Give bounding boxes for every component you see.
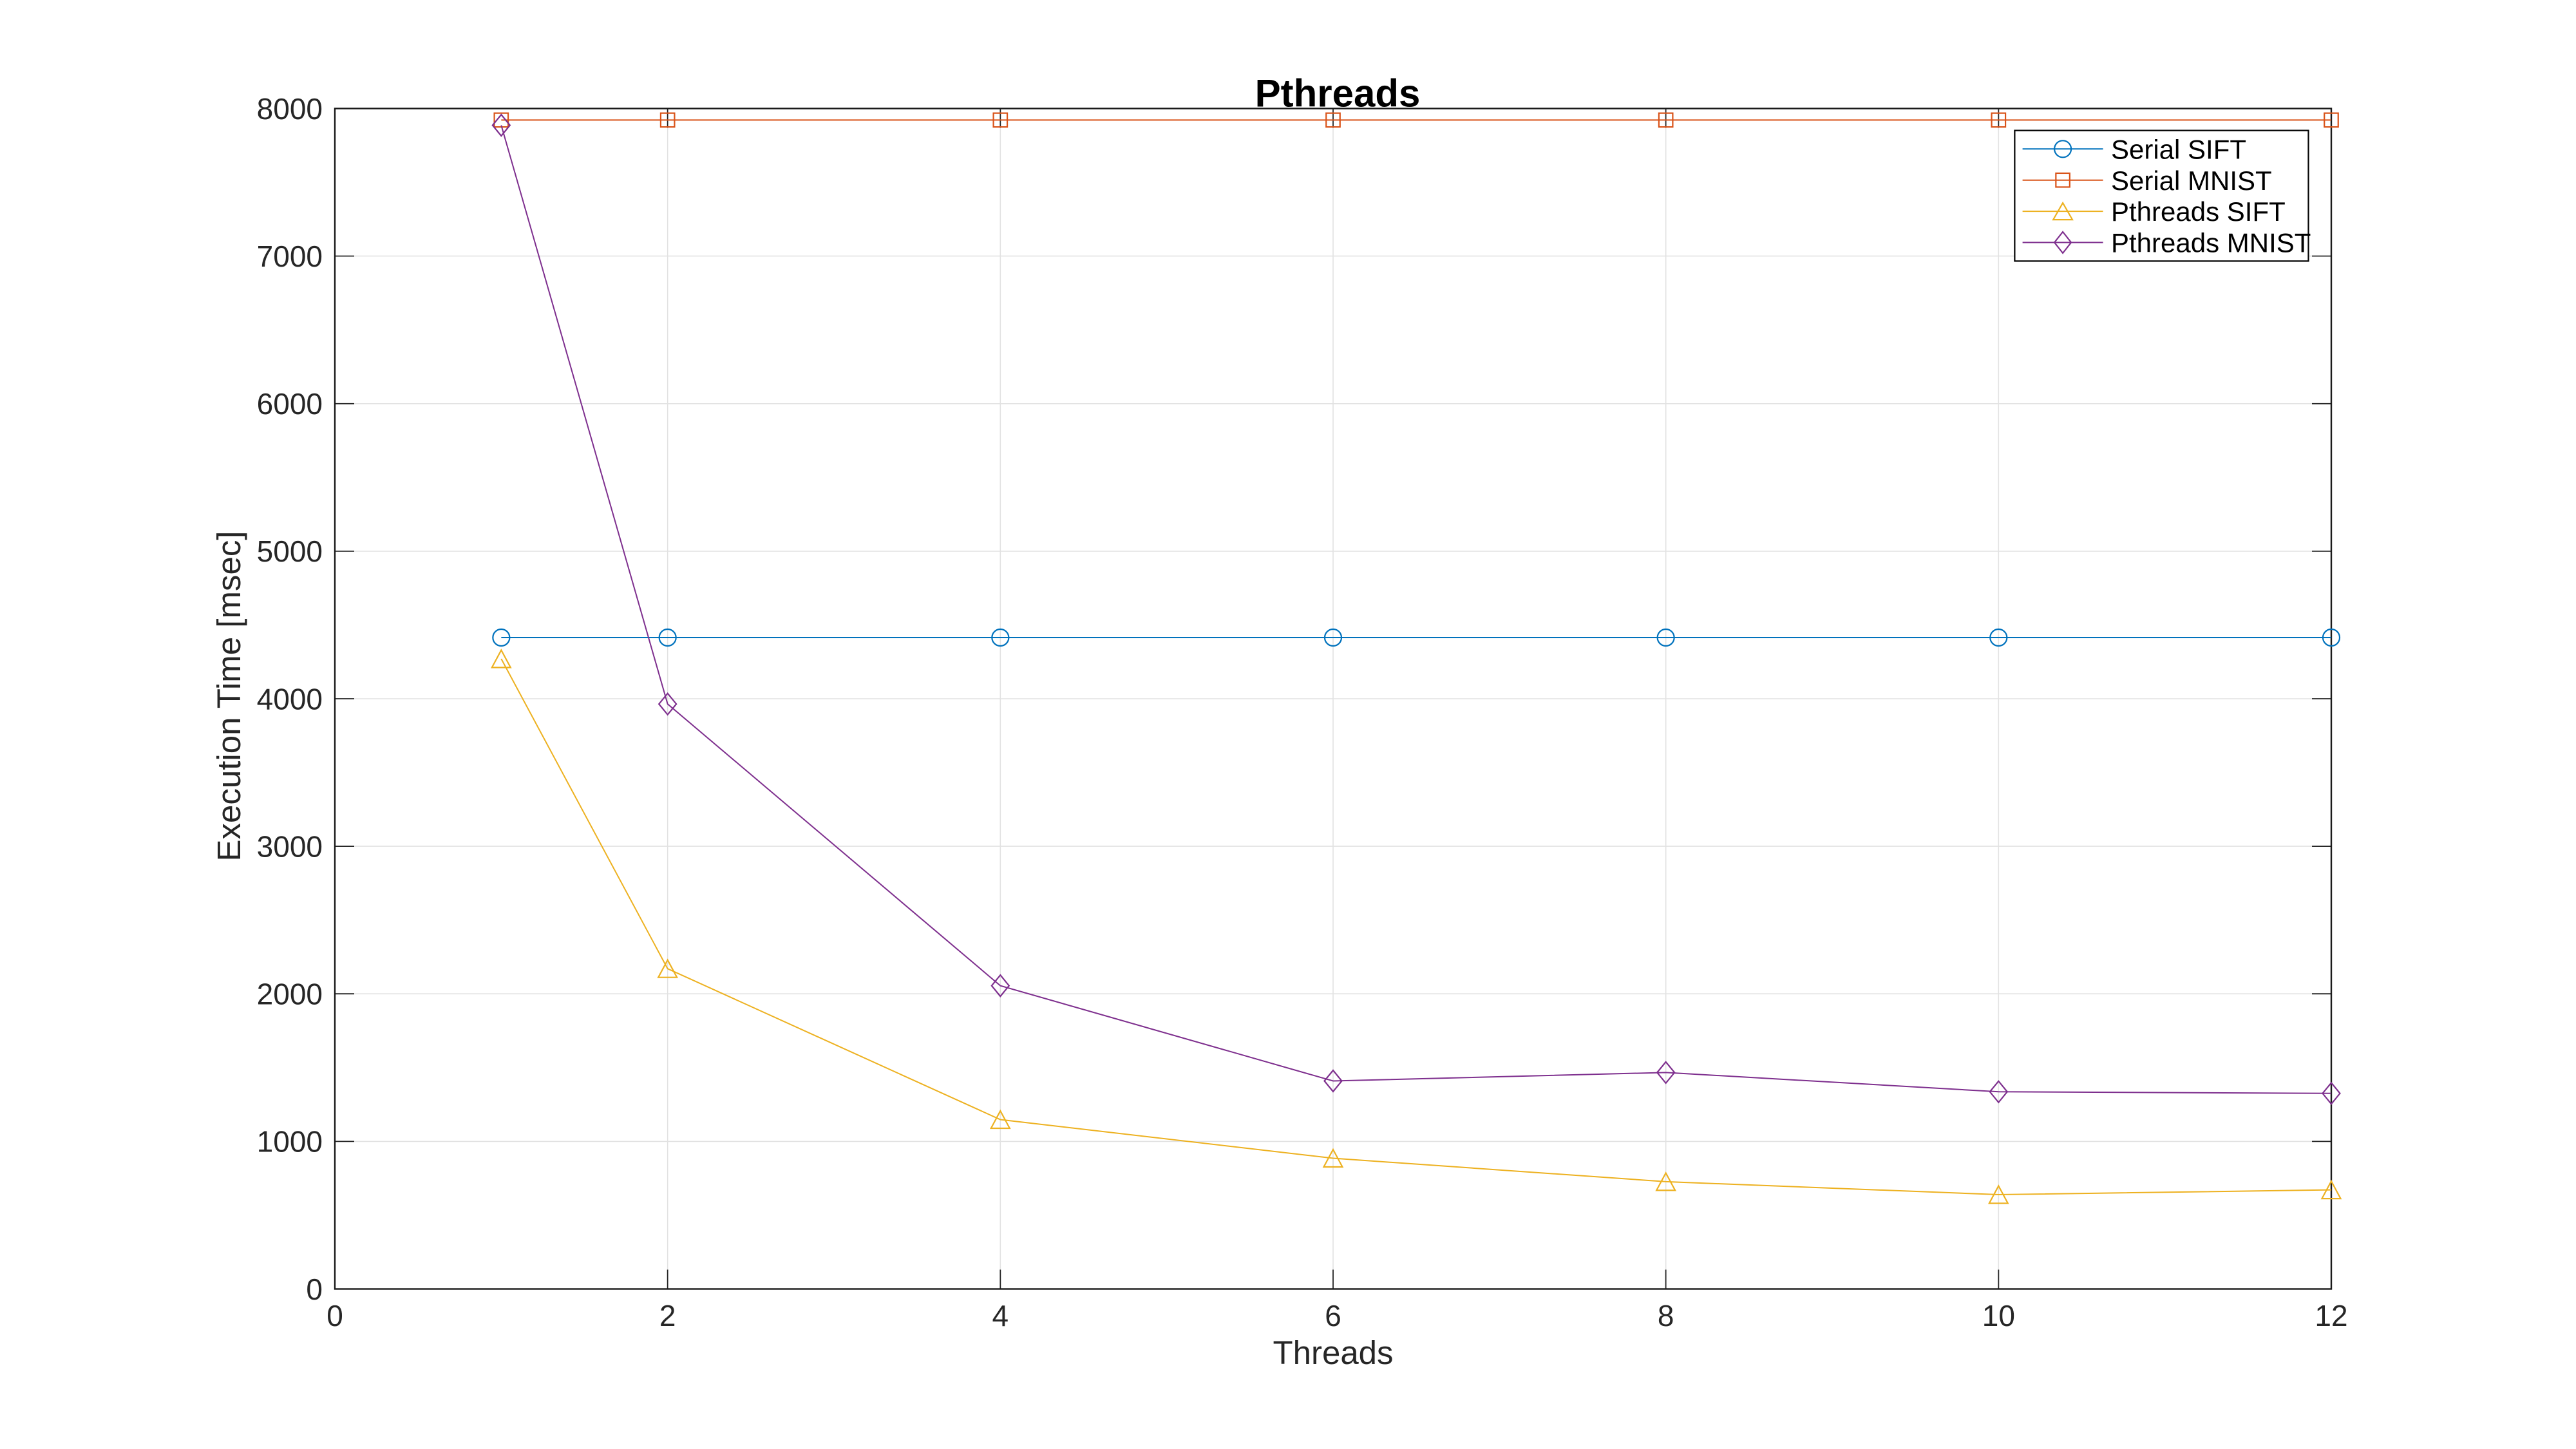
svg-text:Serial MNIST: Serial MNIST <box>2111 166 2272 196</box>
svg-text:Pthreads SIFT: Pthreads SIFT <box>2111 196 2286 227</box>
svg-text:Threads: Threads <box>1273 1334 1393 1371</box>
svg-text:2000: 2000 <box>257 978 323 1011</box>
svg-text:Serial SIFT: Serial SIFT <box>2111 134 2246 164</box>
svg-text:6000: 6000 <box>257 387 323 421</box>
svg-text:12: 12 <box>2315 1299 2347 1332</box>
svg-text:1000: 1000 <box>257 1125 323 1159</box>
svg-text:3000: 3000 <box>257 829 323 863</box>
svg-text:0: 0 <box>306 1273 323 1306</box>
svg-text:10: 10 <box>1982 1299 2015 1332</box>
svg-text:0: 0 <box>327 1299 343 1332</box>
svg-text:7000: 7000 <box>257 240 323 273</box>
svg-text:Execution Time [msec]: Execution Time [msec] <box>211 531 247 861</box>
svg-text:Pthreads MNIST: Pthreads MNIST <box>2111 228 2311 258</box>
svg-text:8: 8 <box>1658 1299 1674 1332</box>
svg-text:4: 4 <box>992 1299 1009 1332</box>
svg-text:2: 2 <box>659 1299 676 1332</box>
svg-text:8000: 8000 <box>257 92 323 126</box>
svg-text:5000: 5000 <box>257 535 323 568</box>
svg-text:4000: 4000 <box>257 682 323 715</box>
svg-text:6: 6 <box>1325 1299 1341 1332</box>
svg-text:Pthreads: Pthreads <box>1255 72 1421 115</box>
